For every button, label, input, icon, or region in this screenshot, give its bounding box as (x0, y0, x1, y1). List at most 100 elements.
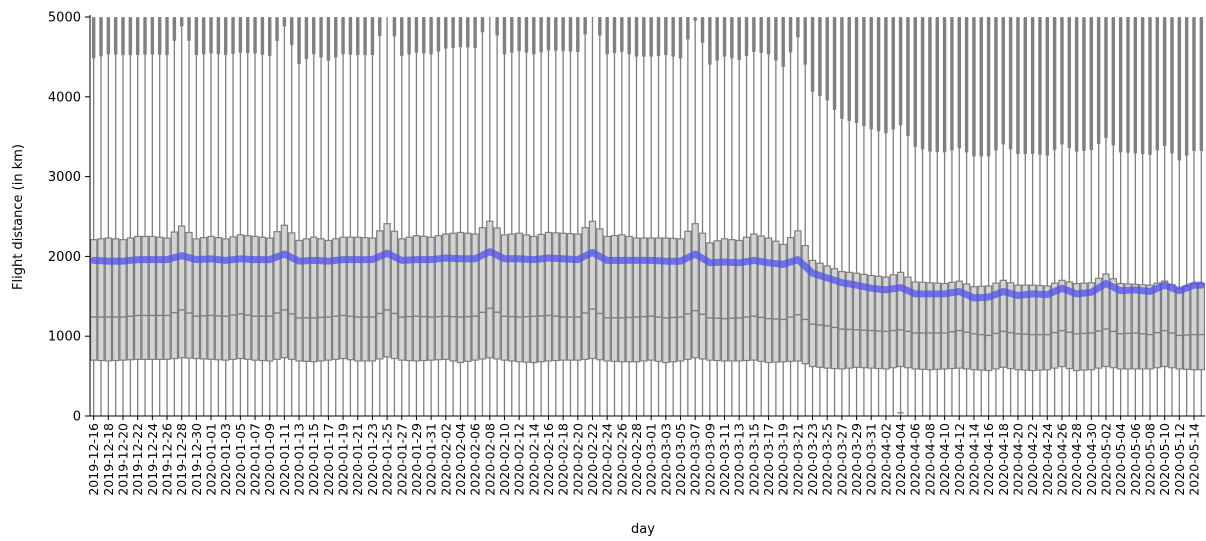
box-75 (640, 17, 648, 416)
box (1138, 284, 1147, 370)
box (823, 265, 831, 369)
outliers (532, 17, 536, 55)
x-tick-label: 2020-01-03 (218, 423, 233, 496)
outliers (121, 17, 125, 56)
box-120 (970, 17, 978, 416)
outliers (1082, 17, 1086, 152)
outliers (869, 17, 873, 130)
box (456, 231, 465, 364)
box-129 (1036, 17, 1044, 416)
outliers (671, 17, 675, 57)
box-143 (1138, 17, 1147, 416)
box-4 (119, 17, 127, 416)
outliers (392, 17, 397, 37)
box (405, 236, 413, 362)
outliers (994, 17, 998, 151)
box (1153, 282, 1162, 369)
x-tick-label: 2020-05-06 (1128, 423, 1143, 496)
box (229, 236, 237, 360)
box-141 (1124, 17, 1132, 416)
box (691, 223, 699, 359)
box (552, 232, 560, 362)
outliers (708, 17, 712, 65)
outliers (194, 17, 199, 56)
outliers (774, 17, 778, 61)
x-tick-label: 2020-03-09 (702, 423, 717, 496)
outliers (1060, 17, 1064, 145)
box-74 (632, 17, 641, 416)
box-16 (207, 17, 215, 416)
x-tick-label: 2020-04-12 (952, 423, 967, 496)
box (236, 234, 245, 360)
outliers (854, 17, 859, 124)
box-63 (552, 17, 560, 416)
box-130 (1043, 17, 1051, 416)
box-34 (339, 17, 347, 416)
outliers (172, 17, 177, 41)
box (676, 238, 685, 362)
outliers (179, 17, 184, 27)
box (383, 223, 391, 358)
outliers (510, 17, 514, 53)
box (706, 242, 714, 361)
x-tick-label: 2020-03-17 (761, 423, 776, 496)
x-tick-label: 2020-01-05 (233, 423, 248, 496)
box-30 (310, 17, 318, 416)
box-70 (603, 17, 611, 416)
outliers (201, 17, 206, 55)
outliers (957, 17, 961, 149)
outliers (253, 17, 257, 54)
outliers (524, 17, 529, 53)
outliers (473, 17, 477, 49)
box-14 (192, 17, 201, 416)
x-tick-label: 2020-01-13 (292, 423, 307, 496)
outliers (693, 17, 697, 21)
box (207, 235, 215, 360)
outliers (1184, 17, 1189, 156)
outliers (1023, 17, 1028, 155)
x-tick-label: 2020-04-22 (1025, 423, 1040, 496)
box-52 (471, 17, 479, 416)
box-9 (156, 17, 164, 416)
box (889, 274, 897, 369)
box-140 (1116, 17, 1125, 416)
box (1065, 281, 1073, 370)
x-tick-label: 2020-01-07 (248, 423, 263, 496)
outliers (876, 17, 881, 132)
box-17 (214, 17, 223, 416)
box (662, 237, 670, 364)
outliers (642, 17, 646, 57)
box (1072, 282, 1081, 372)
box-67 (581, 17, 589, 416)
box-24 (266, 17, 274, 416)
y-tick-label: 2000 (48, 250, 81, 265)
box (478, 227, 487, 360)
x-tick-label: 2020-02-06 (468, 423, 483, 496)
x-tick-label: 2020-03-31 (864, 423, 879, 496)
box-3 (111, 17, 120, 416)
box-12 (178, 17, 186, 416)
box (948, 281, 956, 370)
outliers (99, 17, 103, 57)
outliers (495, 17, 499, 36)
x-tick-label: 2019-12-24 (145, 423, 160, 496)
x-tick-label: 2020-04-04 (893, 423, 908, 496)
outliers (1170, 17, 1174, 154)
box-84 (706, 17, 714, 416)
outliers (1155, 17, 1160, 151)
x-tick-label: 2020-03-19 (776, 423, 791, 496)
box-19 (229, 17, 237, 416)
outliers (1067, 17, 1072, 149)
outliers (407, 17, 411, 55)
outliers (862, 17, 866, 127)
box (339, 236, 347, 360)
box-133 (1065, 17, 1073, 416)
outliers (539, 17, 543, 53)
box-33 (332, 17, 340, 416)
x-tick-label: 2020-01-21 (350, 423, 365, 496)
x-tick-label: 2020-03-03 (658, 423, 673, 496)
outliers (370, 17, 375, 56)
box (574, 233, 582, 361)
outliers (1148, 17, 1152, 156)
